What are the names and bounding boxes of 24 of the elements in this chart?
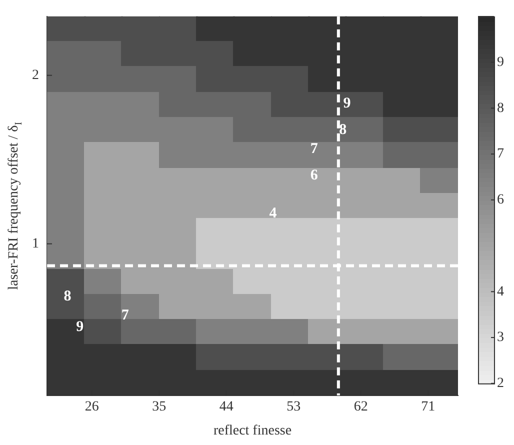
y-axis-title: laser-FRI frequency offset / δI (6, 122, 25, 290)
x-tick-label: 35 (152, 399, 166, 414)
x-tick-label: 62 (354, 399, 368, 414)
x-axis-title: reflect finesse (213, 423, 292, 438)
annotation: 7 (121, 308, 130, 324)
x-tick-label: 26 (84, 399, 99, 414)
color-bar-label: 2 (497, 376, 504, 392)
annotation: 4 (269, 205, 278, 222)
x-tick-label: 71 (421, 399, 436, 414)
color-bar-label: 8 (497, 100, 504, 116)
x-tick-label: 44 (219, 399, 234, 414)
y-tick-label: 1 (32, 236, 39, 252)
annotation: 9 (343, 95, 351, 112)
annotation: 7 (310, 140, 318, 157)
color-bar-label: 6 (497, 192, 504, 208)
color-bar-label: 9 (497, 54, 504, 70)
annotation: 8 (64, 288, 72, 305)
annotation: 9 (76, 319, 84, 336)
color-bar-label: 4 (497, 284, 504, 300)
annotation: 6 (310, 167, 318, 184)
color-bar-label: 3 (497, 330, 504, 346)
color-bar-label: 7 (497, 146, 504, 162)
x-tick-label: 53 (286, 399, 301, 414)
annotation: 8 (339, 122, 347, 138)
